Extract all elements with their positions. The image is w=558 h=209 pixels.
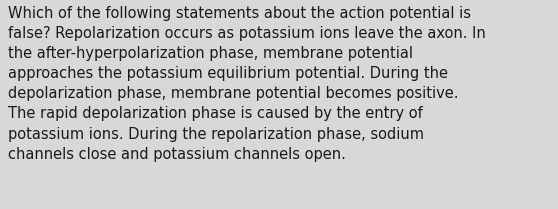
Text: Which of the following statements about the action potential is
false? Repolariz: Which of the following statements about … [8,6,486,162]
